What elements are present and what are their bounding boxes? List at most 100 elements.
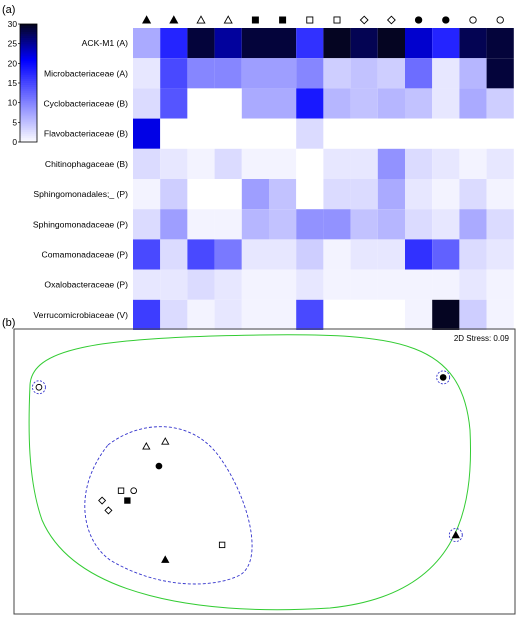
marker-circle-open	[35, 383, 43, 391]
heatmap-cell	[377, 299, 405, 330]
heatmap-cell	[459, 299, 487, 330]
marker-square-filled	[251, 16, 259, 24]
nmds-point	[155, 462, 163, 470]
marker-square-filled	[124, 497, 131, 504]
colorbar-band	[20, 102, 37, 106]
heatmap-cell	[133, 148, 161, 179]
heatmap-cell	[187, 269, 215, 300]
heatmap-cell	[486, 88, 514, 119]
colorbar-band	[20, 61, 37, 64]
heatmap-cell	[350, 209, 378, 240]
colorbar-tick-label: 20	[8, 58, 18, 68]
nmds-point	[130, 487, 138, 495]
nmds-point	[98, 496, 107, 505]
heatmap-row-label: Chitinophagaceae (B)	[45, 159, 128, 169]
colorbar-band	[20, 25, 37, 29]
heatmap-cell	[269, 269, 297, 300]
heatmap-cell	[187, 239, 215, 270]
colorbar-band	[20, 79, 37, 82]
heatmap-cell	[296, 58, 324, 89]
heatmap-row-label: Oxalobacteraceae (P)	[44, 280, 128, 290]
heatmap-cell	[160, 179, 188, 210]
heatmap-cell	[133, 239, 161, 270]
colorbar-band	[20, 98, 37, 102]
heatmap-cell	[350, 88, 378, 119]
heatmap-row-label: Microbacteriaceae (A)	[44, 68, 128, 78]
heatmap-cell	[241, 58, 269, 89]
heatmap-row-label: Cyclobacteriaceae (B)	[43, 99, 128, 109]
marker-diamond-open	[386, 15, 396, 25]
colorbar-band	[20, 39, 37, 43]
nmds-points	[31, 370, 463, 563]
heatmap-cell	[459, 58, 487, 89]
heatmap-cell	[405, 88, 433, 119]
colorbar-band	[20, 138, 37, 141]
heatmap-cell	[160, 148, 188, 179]
heatmap-cell	[214, 88, 242, 119]
marker-diamond-open	[98, 496, 107, 505]
heatmap-cell	[377, 28, 405, 59]
heatmap-cell	[377, 179, 405, 210]
colorbar-band	[20, 110, 37, 113]
heatmap-cell	[214, 179, 242, 210]
colorbar-band	[20, 132, 37, 135]
colorbar-band	[20, 33, 37, 37]
colorbar-band	[20, 86, 37, 90]
marker-circle-filled	[155, 462, 163, 470]
marker-triangle-filled	[142, 15, 152, 24]
heatmap-cell	[241, 179, 269, 210]
nmds-point	[142, 442, 151, 450]
heatmap-cell	[241, 118, 269, 149]
heatmap-cell	[377, 239, 405, 270]
marker-square-filled	[279, 16, 287, 24]
colorbar-band	[20, 77, 37, 80]
colorbar-band	[20, 84, 37, 88]
marker-square-open	[306, 16, 314, 24]
colorbar-band	[20, 124, 37, 127]
heatmap-cell	[160, 118, 188, 149]
colorbar-band	[20, 134, 37, 137]
colorbar-tick-label: 25	[8, 39, 18, 49]
heatmap-cell	[241, 148, 269, 179]
outer-contour	[28, 334, 471, 611]
colorbar-band	[20, 47, 37, 50]
colorbar-band	[20, 65, 37, 68]
marker-circle-open	[469, 16, 477, 24]
group-ring	[448, 528, 463, 542]
heatmap-cell	[432, 209, 460, 240]
panel-label-b: (b)	[2, 317, 15, 329]
colorbar-band	[20, 122, 37, 125]
heatmap-cell	[187, 58, 215, 89]
heatmap-cell	[432, 269, 460, 300]
heatmap-cell	[350, 299, 378, 330]
heatmap-cell	[350, 269, 378, 300]
heatmap-cell	[323, 209, 351, 240]
heatmap-cell	[323, 118, 351, 149]
colorbar-band	[20, 83, 37, 86]
heatmap-cell	[432, 299, 460, 330]
colorbar-band	[20, 81, 37, 84]
heatmap-cell	[214, 118, 242, 149]
heatmap-cell	[459, 118, 487, 149]
heatmap-row-label: Sphingomonadaceae (P)	[33, 219, 128, 229]
heatmap-cell	[350, 58, 378, 89]
colorbar-band	[20, 49, 37, 52]
heatmap-cell	[133, 118, 161, 149]
heatmap-cell	[187, 28, 215, 59]
heatmap-cells	[133, 28, 514, 330]
heatmap-cell	[187, 179, 215, 210]
heatmap-cell	[432, 28, 460, 59]
heatmap-cell	[350, 118, 378, 149]
nmds-point	[448, 528, 463, 542]
marker-triangle-open	[142, 442, 151, 450]
heatmap-cell	[323, 148, 351, 179]
colorbar-band	[20, 53, 37, 56]
heatmap-cell	[214, 209, 242, 240]
heatmap-cell	[133, 179, 161, 210]
heatmap-cell	[187, 299, 215, 330]
heatmap-cell	[133, 209, 161, 240]
heatmap-cell	[269, 118, 297, 149]
heatmap-cell	[160, 209, 188, 240]
heatmap-cell	[432, 179, 460, 210]
